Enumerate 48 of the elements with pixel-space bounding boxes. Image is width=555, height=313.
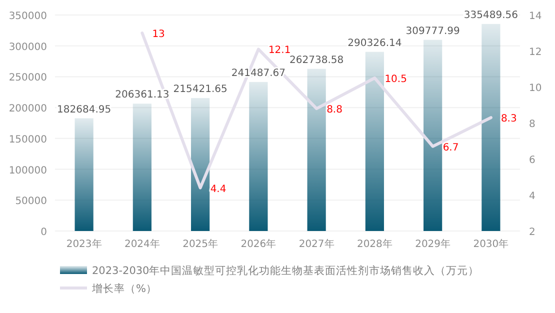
y-tick-label: 200000 [8, 104, 47, 115]
data-label: 241487.67 [231, 68, 286, 79]
y-tick-label: 350000 [8, 11, 47, 22]
y2-tick-label: 10 [529, 83, 542, 94]
bar [191, 98, 210, 231]
data-label: 309777.99 [406, 26, 460, 37]
y2-tick-label: 14 [529, 11, 542, 22]
bar [424, 40, 442, 231]
data-label: 12.1 [268, 45, 291, 56]
bar [482, 24, 500, 231]
x-tick-label: 2024年 [124, 238, 160, 250]
bar [365, 52, 384, 231]
y2-tick-label: 8 [529, 119, 536, 130]
data-label: 215421.65 [173, 84, 228, 96]
y2-tick-label: 6 [529, 155, 536, 166]
x-tick-label: 2030年 [473, 238, 509, 250]
bar [132, 104, 152, 231]
data-label: 262738.58 [290, 54, 344, 66]
data-label: 4.4 [210, 184, 226, 195]
y2-tick-label: 2 [529, 227, 536, 238]
y-tick-label: 50000 [15, 196, 47, 208]
y-tick-label: 0 [40, 227, 47, 238]
data-label: 8.3 [500, 114, 517, 125]
y-tick-label: 300000 [8, 42, 47, 53]
legend-label: 2023-2030年中国温敏型可控乳化功能生物基表面活性剂市场销售收入（万元） [92, 264, 480, 277]
x-tick-label: 2023年 [66, 238, 102, 250]
data-label: 13 [152, 29, 165, 40]
bar [249, 82, 268, 231]
bar [307, 68, 326, 231]
y2-tick-label: 4 [529, 191, 536, 202]
data-label: 206361.13 [115, 90, 170, 101]
y2-tick-label: 12 [529, 47, 542, 58]
data-label: 335489.56 [464, 10, 518, 21]
y-tick-label: 100000 [8, 165, 47, 176]
x-tick-label: 2025年 [182, 238, 218, 250]
x-tick-label: 2027年 [298, 238, 334, 250]
y-tick-label: 150000 [8, 134, 47, 146]
data-label: 8.8 [326, 104, 342, 116]
data-label: 10.5 [384, 74, 407, 85]
legend-label: 增长率（%） [91, 282, 157, 295]
data-label: 182684.95 [57, 104, 112, 116]
x-tick-label: 2029年 [415, 238, 451, 250]
y-tick-label: 250000 [8, 72, 47, 84]
data-label: 290326.14 [348, 38, 402, 49]
x-tick-label: 2028年 [356, 238, 392, 250]
data-label: 6.7 [442, 142, 459, 154]
x-tick-label: 2026年 [240, 238, 276, 250]
bar [74, 118, 94, 231]
